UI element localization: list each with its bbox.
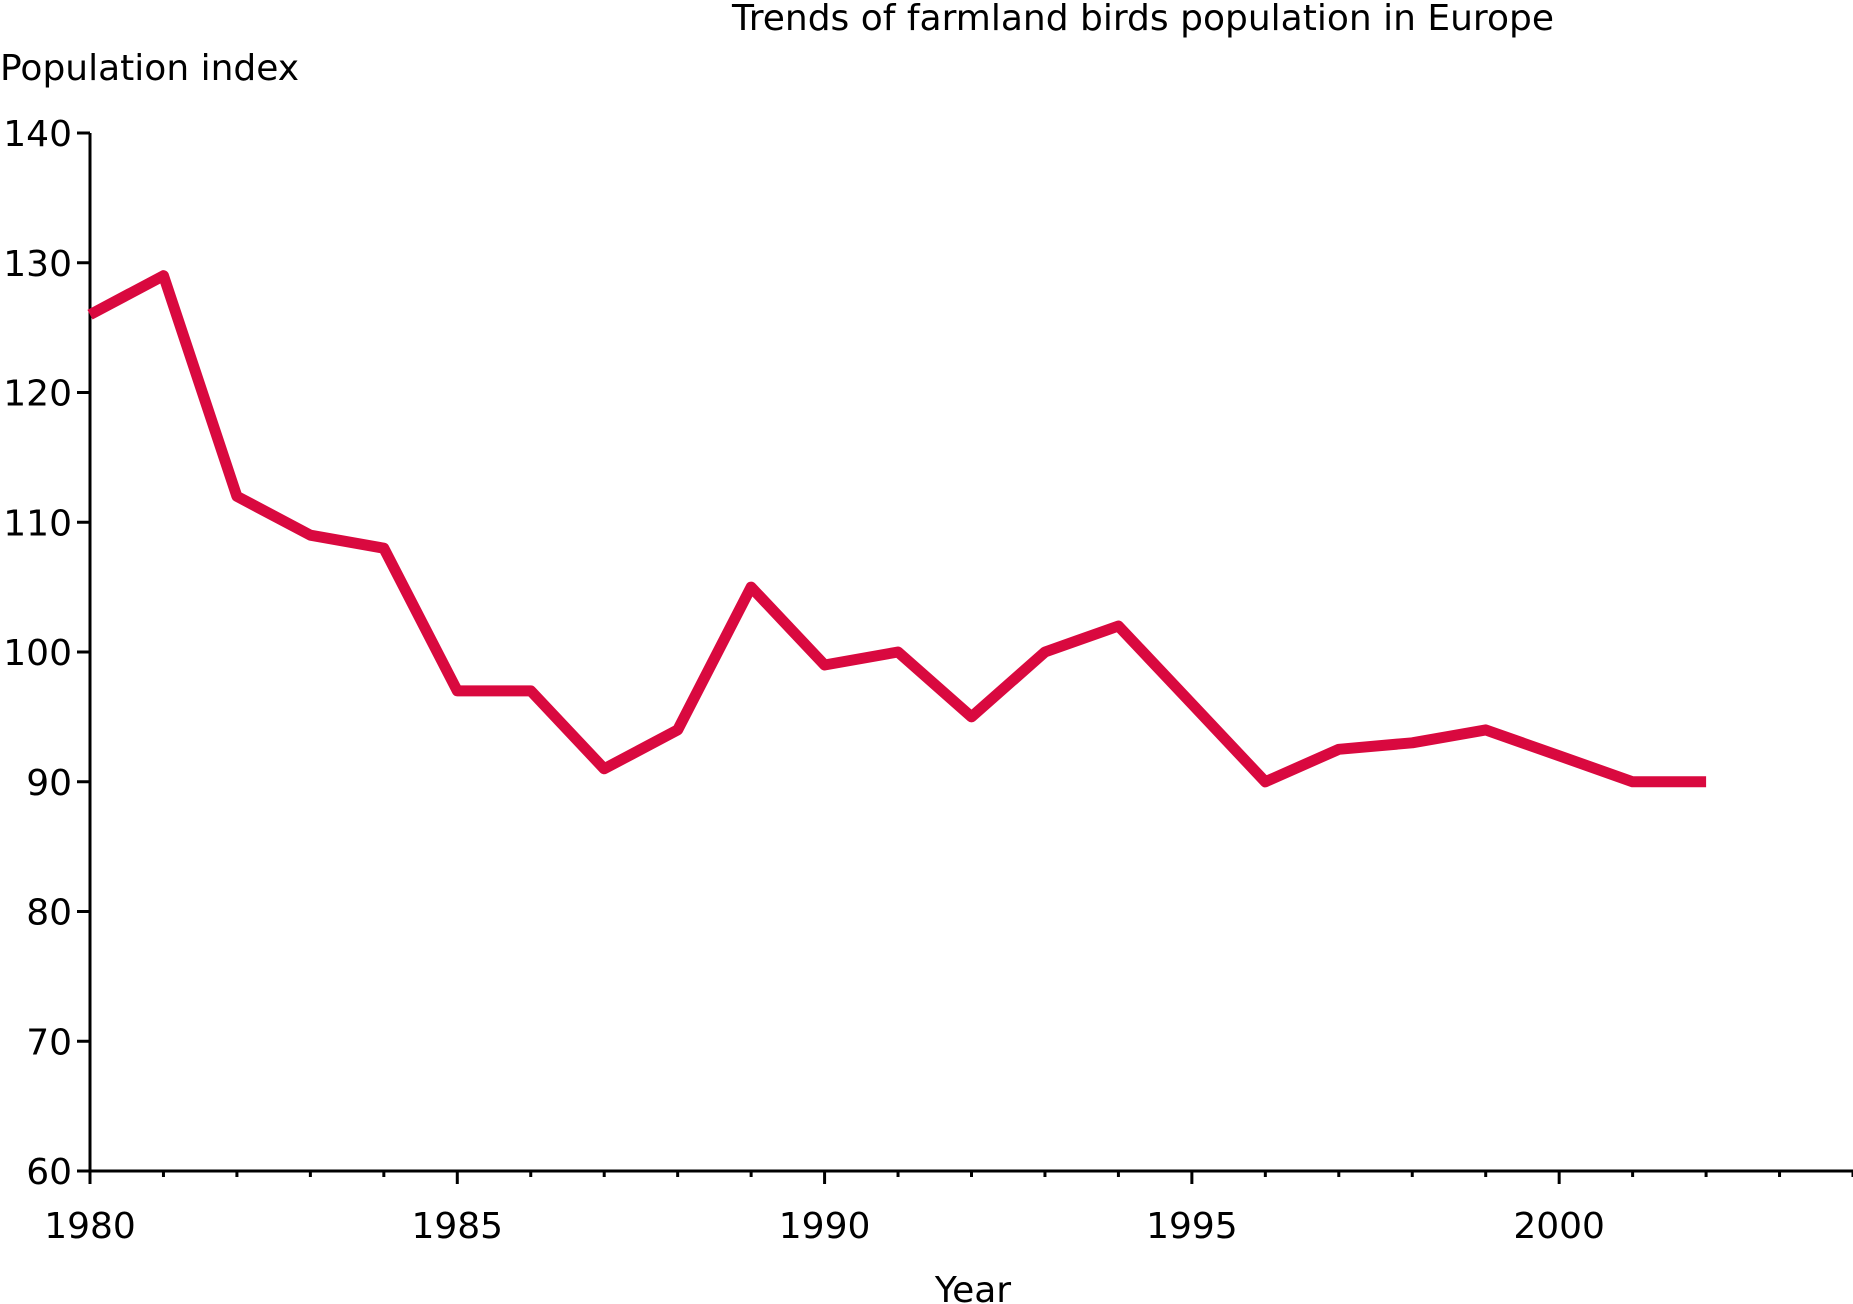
data-point <box>1409 740 1415 746</box>
y-axis: 60 70 80 90 100 110 120 130 140 <box>3 114 92 1193</box>
data-point <box>1703 779 1709 785</box>
y-tick-label: 70 <box>26 1022 72 1063</box>
y-tick-label: 130 <box>3 244 72 285</box>
data-point <box>87 312 93 318</box>
y-axis-title: Population index <box>0 48 299 89</box>
x-tick-label: 2000 <box>1513 1206 1605 1247</box>
y-tick-label: 100 <box>3 633 72 674</box>
data-point <box>822 662 828 668</box>
x-axis: 1980 1985 1990 1995 2000 <box>44 1169 1853 1247</box>
data-point <box>1483 727 1489 733</box>
data-point <box>748 584 754 590</box>
data-point <box>601 766 607 772</box>
x-tick-label: 1990 <box>779 1206 871 1247</box>
data-point <box>675 727 681 733</box>
data-point <box>1336 746 1342 752</box>
data-point <box>1262 779 1268 785</box>
series-line <box>87 270 1707 788</box>
data-point <box>895 649 901 655</box>
series <box>87 270 1709 788</box>
data-point <box>381 545 387 551</box>
x-axis-title: Year <box>934 1270 1011 1304</box>
data-point <box>1115 623 1121 629</box>
data-point <box>528 688 534 694</box>
x-tick-label: 1980 <box>44 1206 136 1247</box>
data-point <box>1189 701 1195 707</box>
data-point <box>969 714 975 720</box>
x-tick-label: 1995 <box>1146 1206 1238 1247</box>
y-tick-label: 80 <box>26 893 72 934</box>
data-point <box>161 273 167 279</box>
data-point <box>1556 753 1562 759</box>
y-tick-label: 90 <box>26 763 72 804</box>
x-tick-label: 1985 <box>411 1206 503 1247</box>
data-point <box>307 532 313 538</box>
y-tick-label: 60 <box>26 1152 72 1193</box>
data-point <box>454 688 460 694</box>
y-tick-label: 110 <box>3 503 72 544</box>
data-point <box>1042 649 1048 655</box>
data-point <box>234 493 240 499</box>
data-point <box>1630 779 1636 785</box>
chart-title: Trends of farmland birds population in E… <box>731 0 1554 39</box>
y-tick-label: 120 <box>3 374 72 415</box>
y-tick-label: 140 <box>3 114 72 155</box>
